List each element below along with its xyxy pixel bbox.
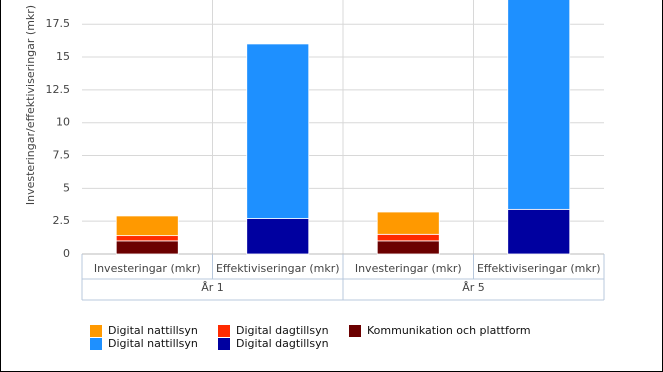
bar-segment: [115, 215, 179, 237]
y-tick-label: 2.5: [53, 214, 71, 227]
legend-swatch: [218, 325, 230, 337]
legend-swatch: [90, 338, 102, 350]
legend-label: Digital nattillsyn: [108, 324, 198, 337]
bar-segment: [246, 43, 310, 219]
y-tick-label: 12.5: [46, 83, 71, 96]
y-axis-title: Investeringar/effektiviseringar (mkr): [24, 5, 37, 205]
y-tick-label: 5: [63, 181, 70, 194]
y-tick-label: 7.5: [53, 149, 71, 162]
legend-swatch: [218, 338, 230, 350]
legend-label: Digital dagtillsyn: [236, 337, 329, 350]
legend-label: Kommunikation och plattform: [367, 324, 531, 337]
bar-segment: [376, 211, 440, 235]
bar-segment: [246, 218, 310, 255]
legend-swatch: [349, 325, 361, 337]
x-tick-label: Effektiviseringar (mkr): [216, 262, 340, 275]
y-tick-label: 10: [56, 116, 70, 129]
x-tick-label: Investeringar (mkr): [355, 262, 462, 275]
bar-segment: [115, 235, 179, 242]
group-label: År 5: [462, 281, 485, 294]
bar-segment: [376, 233, 440, 242]
legend-label: Digital nattillsyn: [108, 337, 198, 350]
legend-label: Digital dagtillsyn: [236, 324, 329, 337]
y-tick-label: 15: [56, 50, 70, 63]
x-tick-label: Effektiviseringar (mkr): [477, 262, 601, 275]
y-tick-label: 17.5: [46, 17, 71, 30]
group-label: År 1: [201, 281, 224, 294]
bar-segment: [507, 0, 571, 210]
y-tick-label: 0: [63, 247, 70, 260]
legend-swatch: [90, 325, 102, 337]
bar-segment: [376, 240, 440, 255]
x-tick-label: Investeringar (mkr): [94, 262, 201, 275]
bar-segment: [115, 240, 179, 255]
bar-segment: [507, 208, 571, 255]
